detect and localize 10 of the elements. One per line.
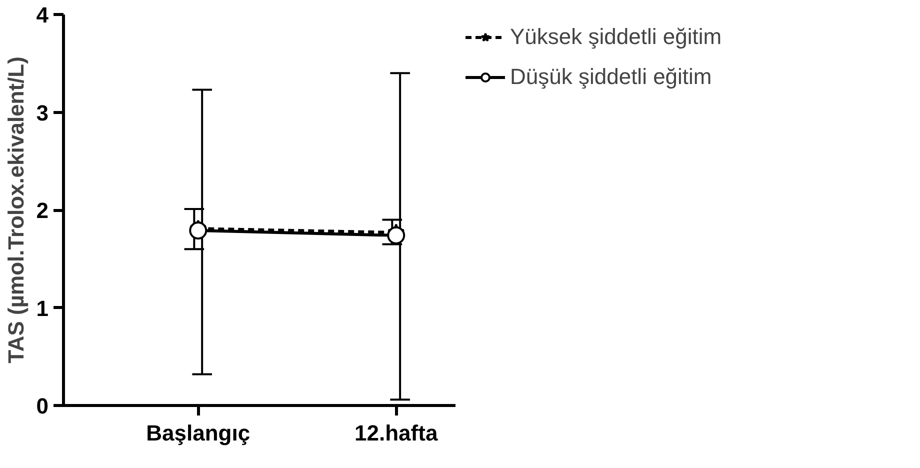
y-axis-title: TAS (µmol.Trolox.ekivalent/L): [3, 56, 28, 364]
y-tick-label: 3: [36, 100, 49, 126]
y-tick-label: 1: [36, 296, 49, 321]
legend-label: Yüksek şiddetli eğitim: [510, 24, 722, 50]
x-tick-label: 12.hafta: [354, 420, 438, 446]
y-tick-label: 4: [36, 2, 50, 28]
x-tick-label: Başlangıç: [146, 420, 250, 446]
y-tick-label: 0: [36, 394, 49, 418]
y-tick-label: 2: [36, 198, 49, 223]
legend-label: Düşük şiddetli eğitim: [510, 64, 712, 90]
